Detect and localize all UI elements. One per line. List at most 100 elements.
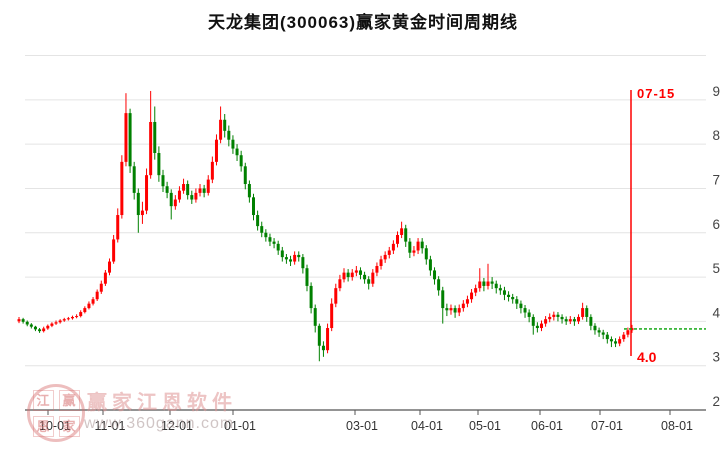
candle-body: [268, 237, 272, 242]
x-axis-tick-label: 12-01: [161, 419, 193, 433]
candle-body: [371, 272, 375, 284]
candle-body: [428, 259, 432, 271]
candle-body: [523, 308, 527, 313]
x-axis-tick-label: 05-01: [469, 419, 501, 433]
candle-body: [383, 254, 387, 260]
candle-body: [112, 239, 116, 262]
candle-body: [235, 148, 239, 156]
candle-body: [441, 290, 445, 309]
candle-body: [173, 199, 177, 207]
candle-body: [83, 308, 87, 313]
candle-body: [375, 265, 379, 273]
page-title: 天龙集团(300063)赢家黄金时间周期线: [207, 13, 519, 32]
candle-body: [391, 243, 395, 251]
candle-body: [239, 155, 243, 167]
x-axis-tick-label: 04-01: [411, 419, 443, 433]
candle-body: [219, 119, 223, 140]
candle-body: [379, 259, 383, 266]
candle-body: [568, 319, 572, 322]
candle-body: [412, 250, 416, 253]
candle-body: [108, 261, 112, 273]
candle-body: [116, 215, 120, 240]
candle-body: [280, 250, 284, 258]
candle-body: [465, 299, 469, 304]
candle-body: [548, 316, 552, 320]
candle-body: [29, 324, 33, 327]
candle-body: [157, 153, 161, 176]
candle-body: [416, 241, 420, 251]
candle-body: [317, 325, 321, 346]
candle-body: [589, 316, 593, 326]
candle-body: [618, 339, 622, 344]
candle-body: [457, 308, 461, 313]
candle-body: [515, 299, 519, 304]
candle-body: [593, 325, 597, 331]
candle-body: [289, 259, 293, 262]
candle-body: [544, 319, 548, 324]
y-axis-tick-label: 3: [712, 350, 720, 365]
x-axis-tick-label: 11-01: [94, 419, 125, 433]
candle-body: [103, 272, 107, 284]
candle-body: [198, 188, 202, 193]
candle-body: [87, 303, 91, 309]
candle-body: [461, 303, 465, 309]
x-axis-tick-label: 01-01: [224, 419, 256, 433]
candle-body: [387, 250, 391, 255]
candle-body: [252, 197, 256, 216]
candle-body: [124, 113, 128, 162]
candle-body: [33, 326, 37, 330]
candle-body: [132, 166, 136, 193]
candle-body: [153, 121, 157, 154]
candle-body: [272, 241, 276, 244]
candle-body: [490, 281, 494, 284]
candle-body: [535, 325, 539, 329]
y-axis-tick-label: 2: [712, 394, 720, 409]
candle-body: [214, 139, 218, 162]
candle-body: [519, 303, 523, 309]
candle-body: [210, 161, 214, 180]
candle-body: [400, 228, 404, 235]
candle-body: [50, 323, 54, 326]
candle-body: [560, 316, 564, 320]
candle-body: [585, 308, 589, 317]
candle-body: [260, 226, 264, 233]
y-axis-tick-label: 8: [712, 128, 720, 143]
candle-body: [564, 319, 568, 322]
candle-body: [326, 328, 330, 351]
candle-body: [350, 272, 354, 278]
candle-body: [136, 192, 140, 216]
candle-body: [206, 179, 210, 193]
candle-body: [330, 303, 334, 329]
candle-body: [605, 334, 609, 340]
candle-body: [346, 272, 350, 278]
candle-body: [552, 314, 556, 317]
candle-body: [363, 274, 367, 280]
candle-body: [247, 184, 251, 198]
candle-body: [453, 308, 457, 313]
candle-body: [99, 283, 103, 292]
candle-body: [25, 321, 29, 325]
candle-body: [494, 283, 498, 289]
candle-body: [91, 299, 95, 304]
candle-body: [21, 319, 25, 322]
candle-body: [149, 121, 153, 176]
candle-body: [531, 316, 535, 326]
candle-body: [334, 288, 338, 304]
candle-body: [182, 184, 186, 191]
candle-body: [470, 292, 474, 300]
candle-body: [498, 288, 502, 291]
candle-body: [305, 268, 309, 286]
candle-body: [161, 175, 165, 187]
candle-body: [420, 241, 424, 249]
candle-body: [223, 119, 227, 131]
candle-body: [486, 281, 490, 286]
y-axis-tick-label: 6: [712, 217, 720, 232]
candle-body: [507, 294, 511, 298]
candle-body: [309, 285, 313, 309]
candle-body: [321, 345, 325, 351]
candle-body: [601, 332, 605, 335]
candle-body: [79, 312, 83, 317]
y-axis-tick-label: 7: [712, 172, 720, 187]
candle-body: [95, 291, 99, 300]
